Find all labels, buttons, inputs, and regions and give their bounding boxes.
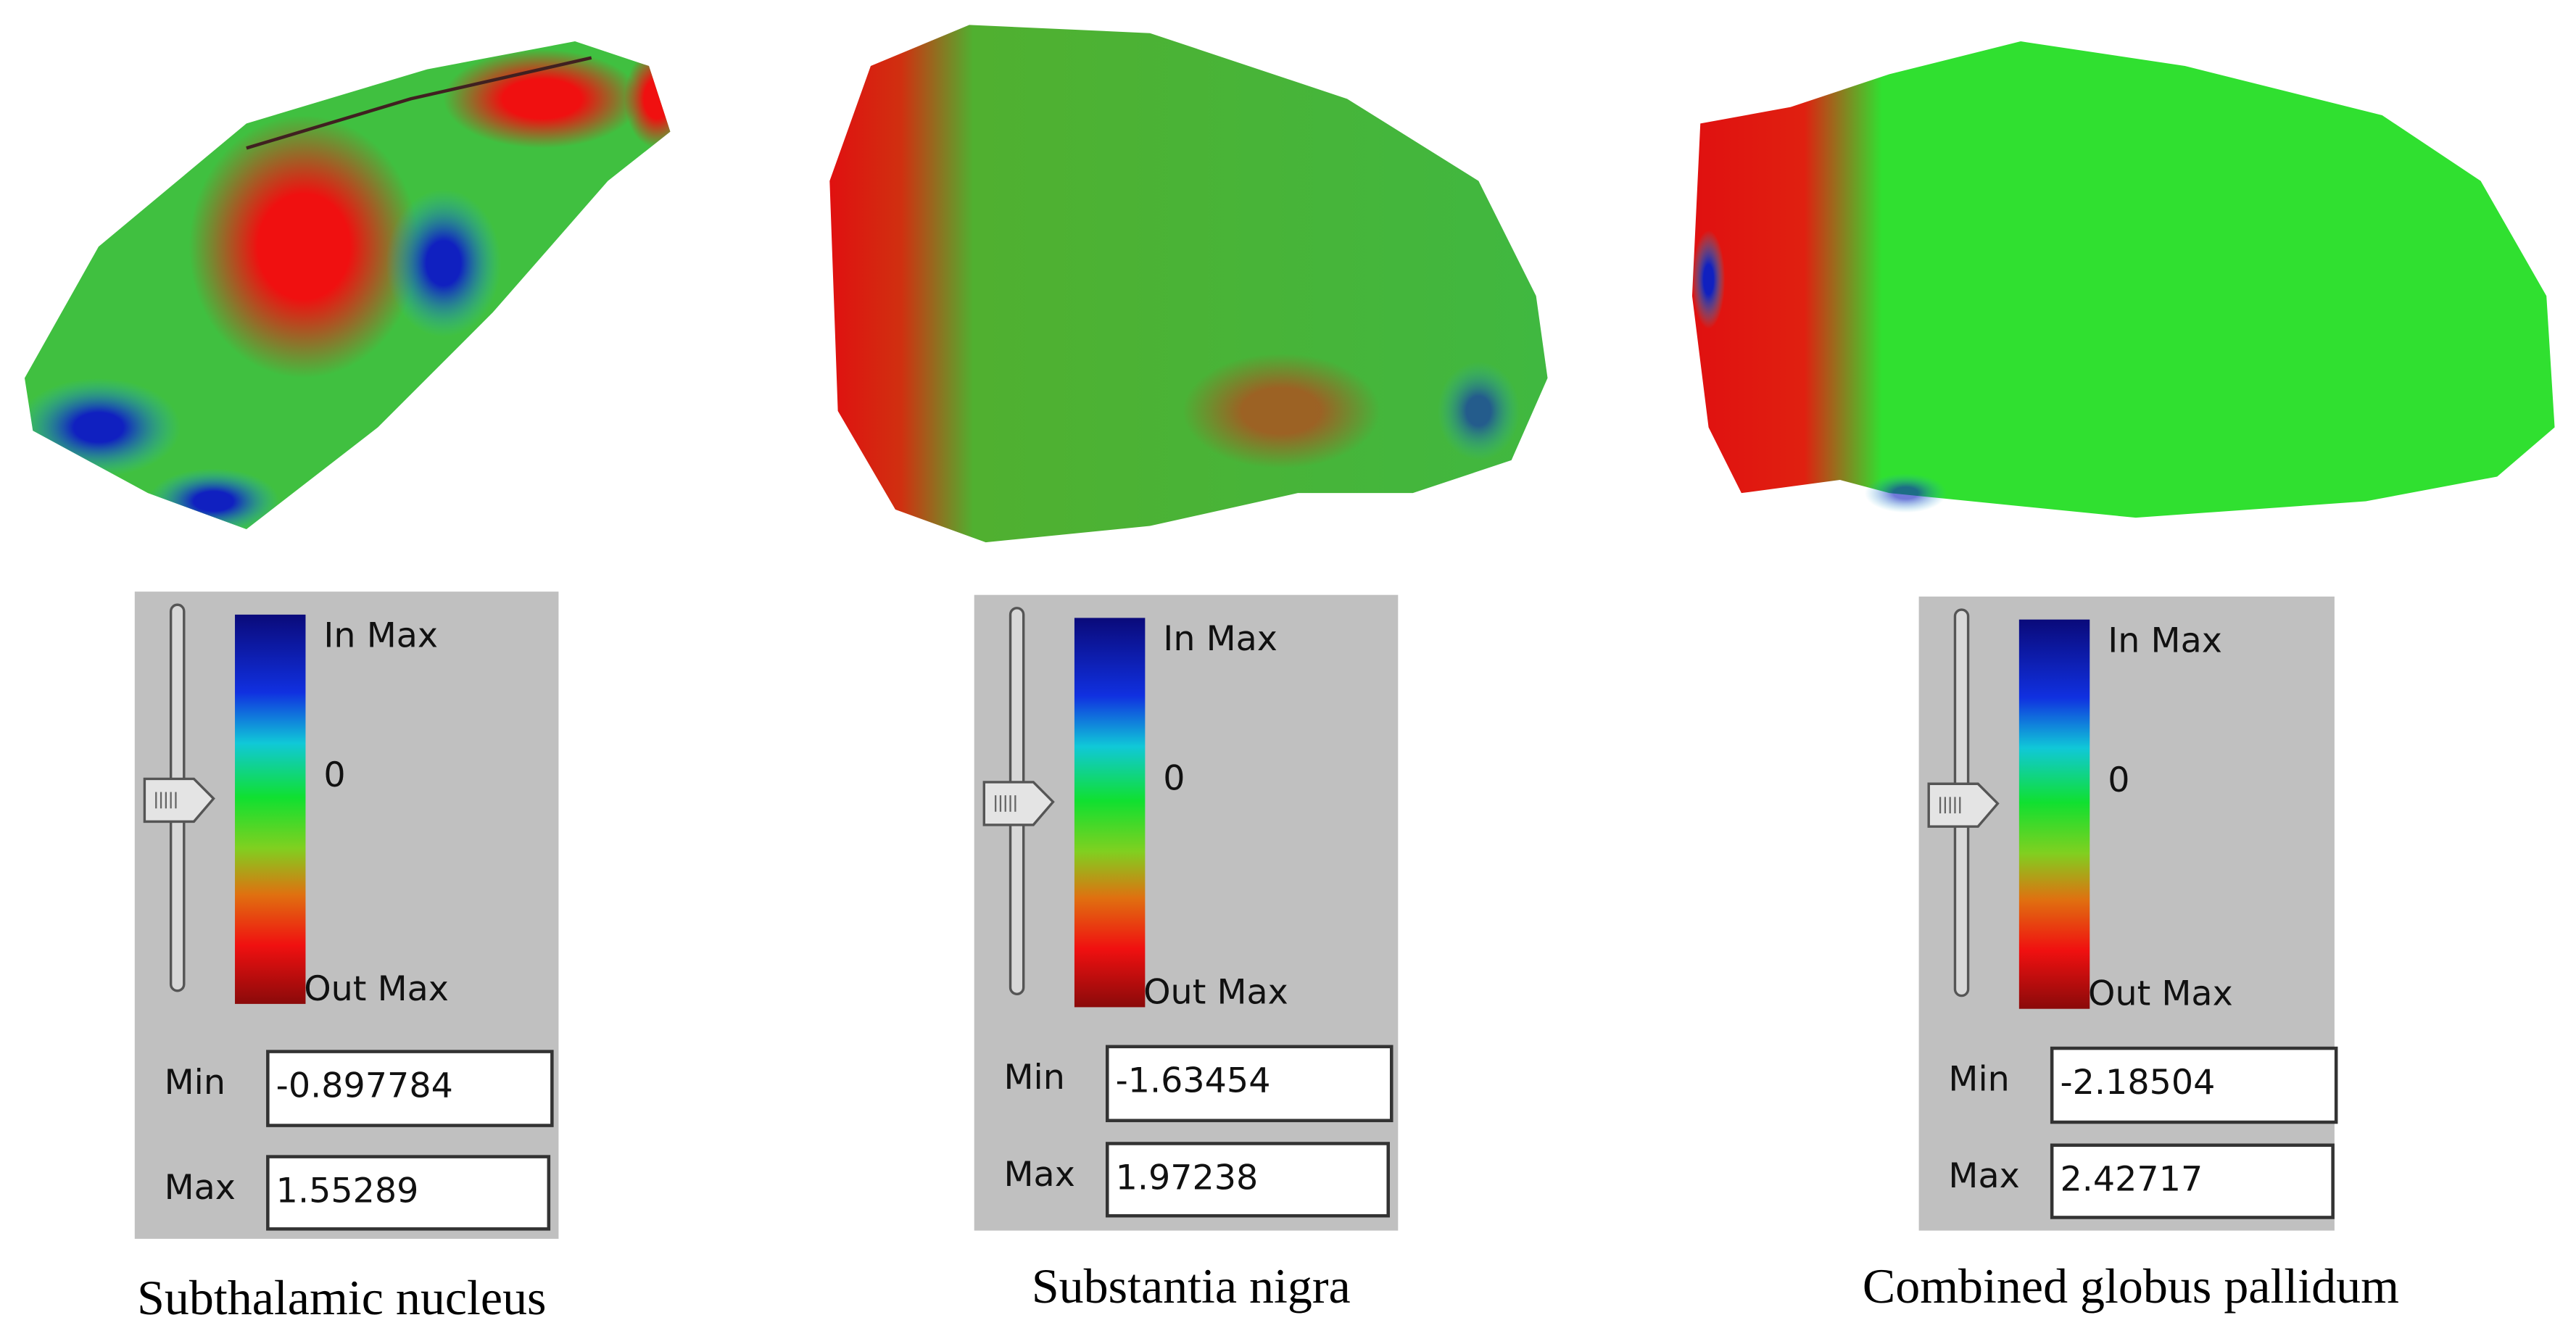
slider-thumb	[143, 777, 215, 823]
max-field	[2050, 1143, 2335, 1219]
slider-thumb	[1927, 782, 2000, 828]
min-field	[266, 1050, 554, 1127]
legend-bottom-label: Out Max	[2088, 974, 2233, 1014]
panel-background	[134, 592, 559, 1239]
panel-background	[974, 594, 1399, 1231]
legend-panel: In Max 0 Out Max Min -0.897784 Max 1.55289	[134, 592, 559, 1239]
max-label: Max	[1948, 1156, 2019, 1196]
mesh-globus-pallidum	[1691, 41, 2555, 518]
max-field	[266, 1155, 551, 1231]
legend-middle-label: 0	[1163, 759, 1185, 799]
caption: Subthalamic nucleus	[137, 1270, 546, 1325]
min-label: Min	[165, 1063, 225, 1103]
min-field	[1105, 1045, 1393, 1123]
legend-bottom-label: Out Max	[1143, 972, 1288, 1012]
legend-top-label: In Max	[2108, 621, 2222, 660]
min-label: Min	[1003, 1058, 1064, 1098]
mesh-subthalamic	[24, 41, 671, 530]
slider-thumb	[982, 781, 1055, 826]
max-value: 1.55289	[276, 1171, 419, 1211]
legend-bottom-label: Out Max	[304, 969, 449, 1009]
mesh-substantia-nigra	[829, 25, 1548, 543]
max-field	[1105, 1142, 1390, 1218]
panel-background	[1918, 596, 2335, 1231]
legend-panel: In Max 0 Out Max Min -1.63454 Max 1.97238	[974, 594, 1399, 1231]
min-value: -1.63454	[1116, 1061, 1271, 1101]
color-scale	[2018, 619, 2090, 1009]
min-value: -2.18504	[2060, 1063, 2215, 1103]
max-value: 2.42717	[2060, 1160, 2203, 1200]
legend-top-label: In Max	[1163, 619, 1277, 659]
legend-middle-label: 0	[2108, 760, 2129, 800]
legend-panel: In Max 0 Out Max Min -2.18504 Max 2.42717	[1918, 596, 2338, 1231]
legend-top-label: In Max	[323, 616, 438, 656]
caption: Substantia nigra	[1032, 1258, 1351, 1314]
max-value: 1.97238	[1116, 1158, 1259, 1198]
min-label: Min	[1948, 1059, 2009, 1099]
caption: Combined globus pallidum	[1863, 1258, 2399, 1314]
min-field	[2050, 1046, 2338, 1124]
min-value: -0.897784	[276, 1066, 453, 1105]
color-scale	[1074, 618, 1146, 1008]
legend-middle-label: 0	[323, 755, 345, 795]
max-label: Max	[1003, 1155, 1074, 1195]
color-scale	[235, 614, 306, 1004]
max-label: Max	[165, 1168, 236, 1208]
